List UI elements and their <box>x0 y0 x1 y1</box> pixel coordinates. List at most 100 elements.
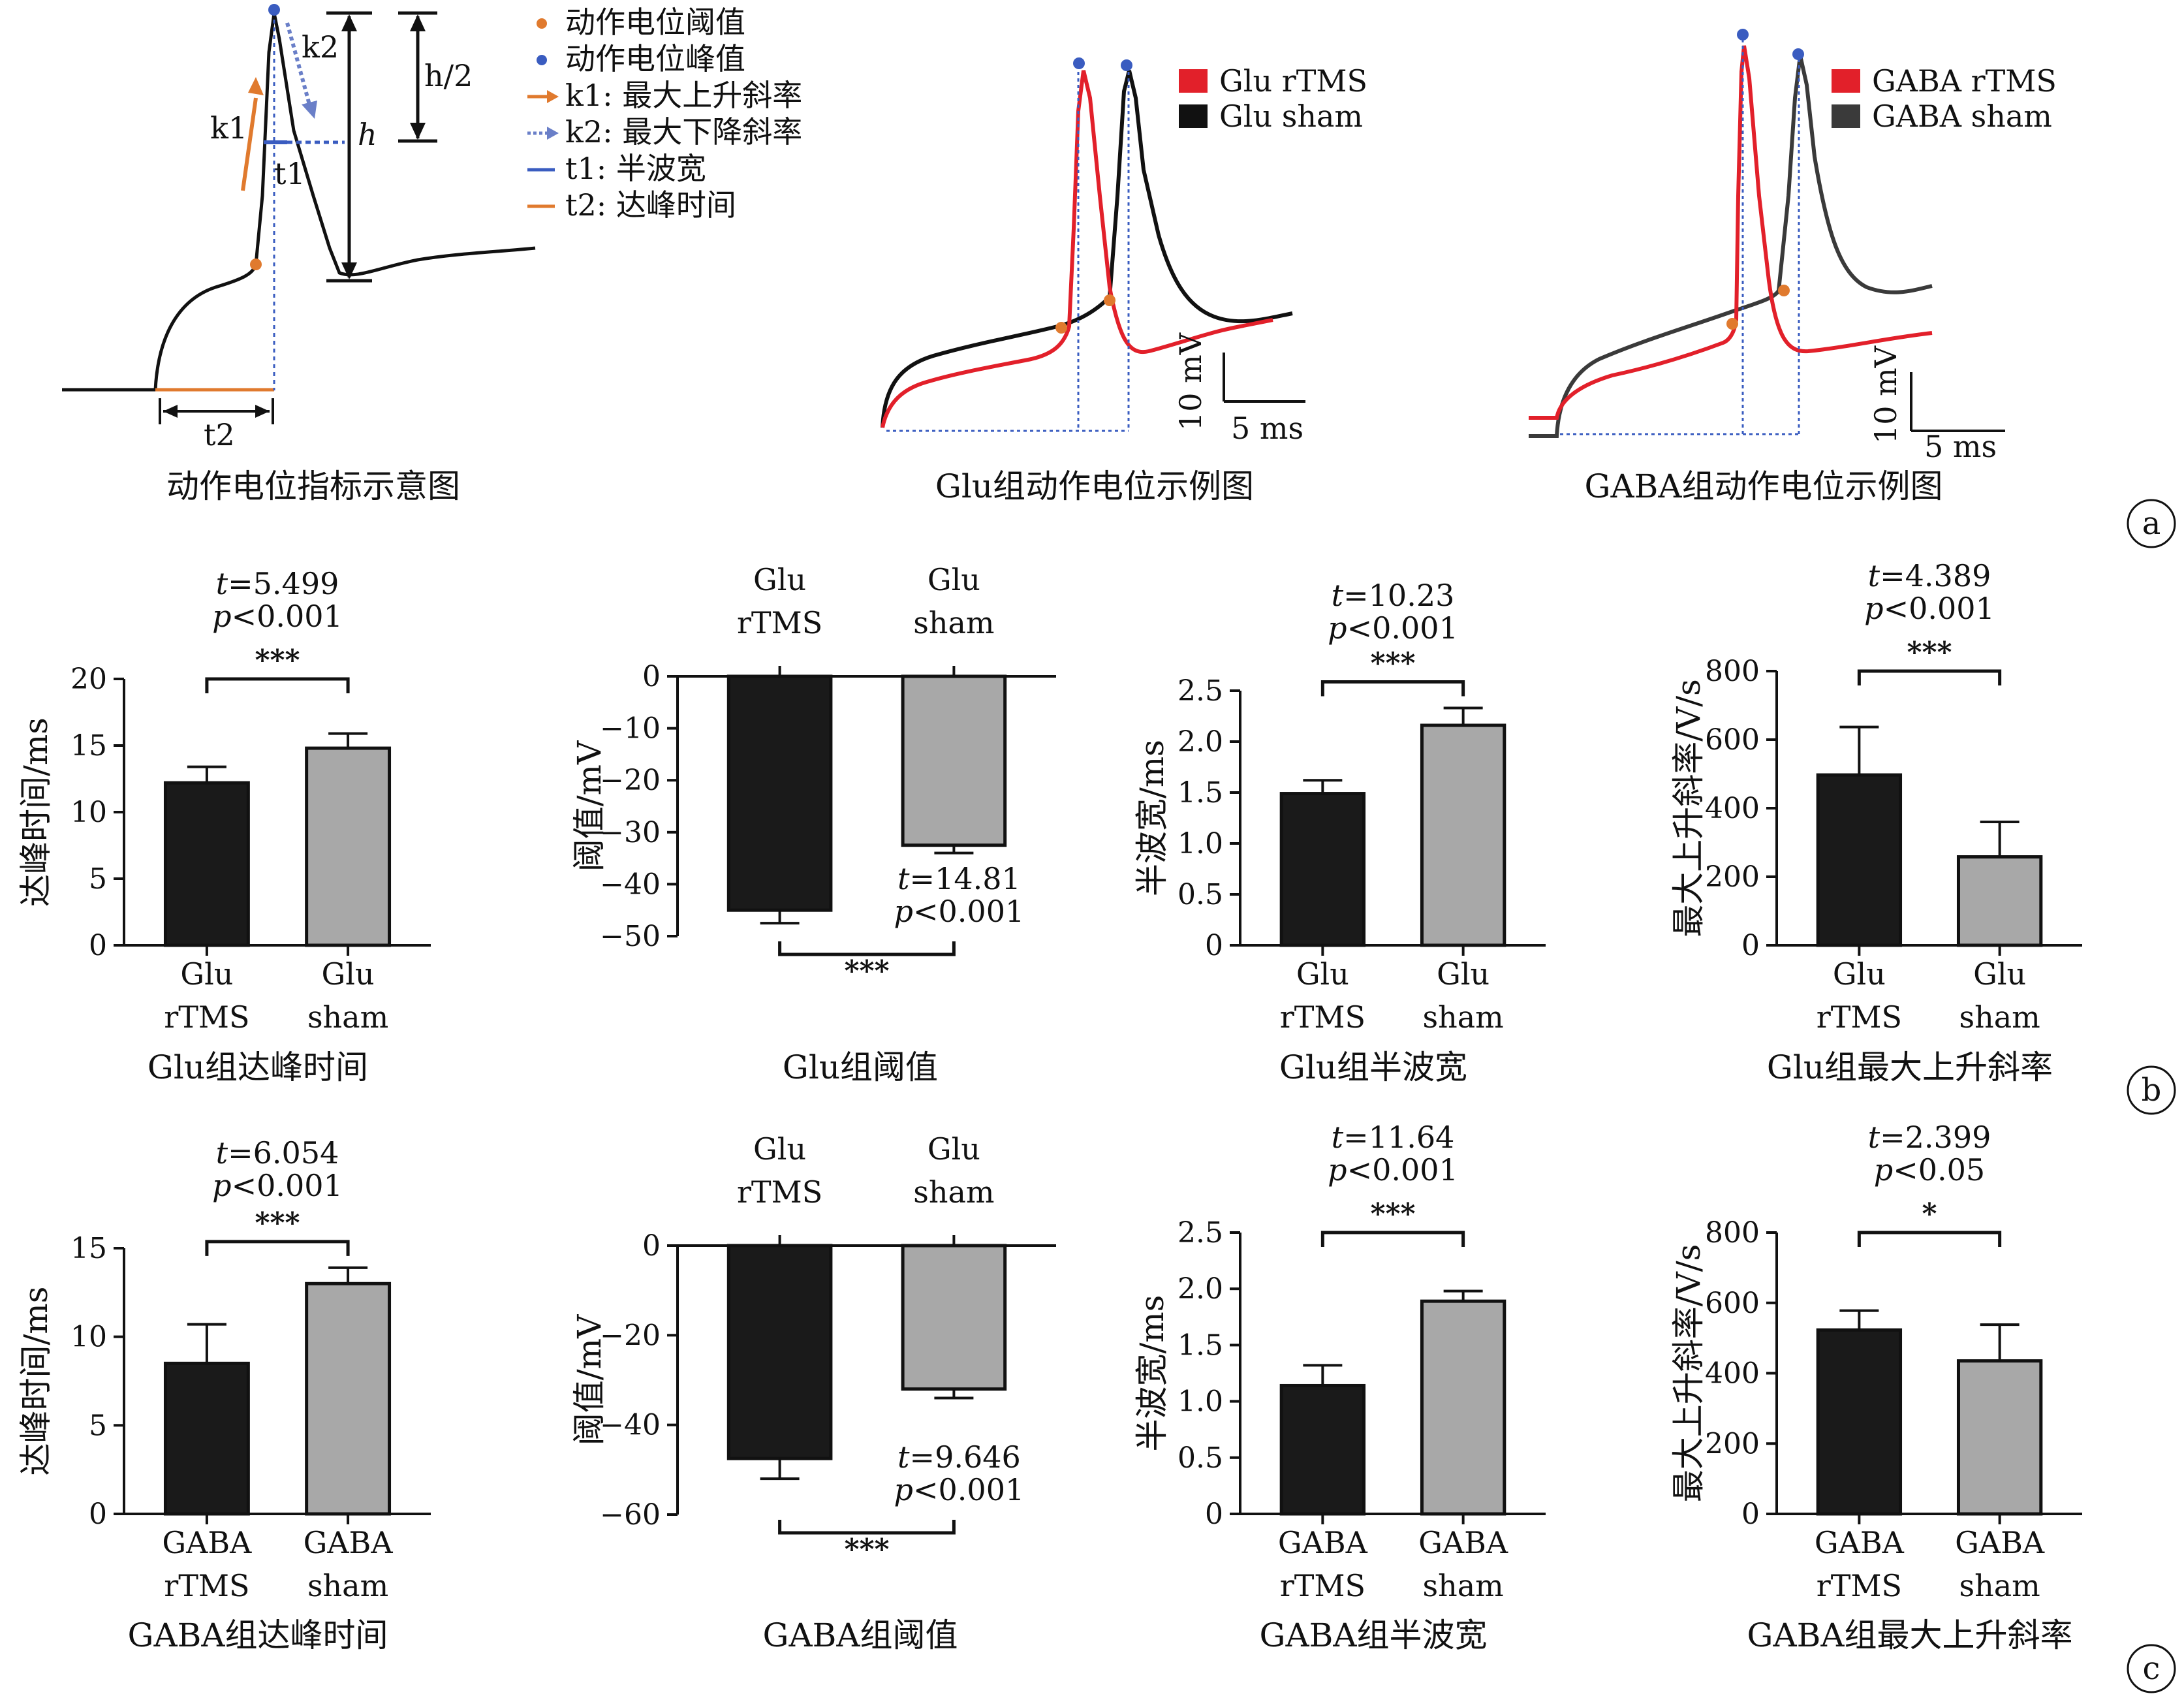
panel-label-b-text: b <box>2142 1072 2162 1108</box>
bar-gaba-sham <box>305 1281 392 1516</box>
significance-label: *** <box>1907 636 1952 669</box>
stat-text: t=6.054 <box>216 1135 339 1171</box>
trace-legend-item: Glu sham <box>1179 99 1363 134</box>
trace-legend-text: GABA rTMS <box>1872 63 2057 99</box>
gaba-rtms-peak-dot <box>1737 29 1749 40</box>
y-tick-label: 15 <box>70 729 107 763</box>
schematic-legend-text: t2: 达峰时间 <box>565 187 736 223</box>
bar-glu-sham <box>305 746 392 947</box>
y-tick-label: 0.5 <box>1178 1441 1223 1475</box>
category-label: sham <box>913 1174 994 1210</box>
category-label: Glu <box>928 1131 980 1167</box>
h-half-label: h/2 <box>424 58 473 93</box>
significance-label: *** <box>255 1206 300 1240</box>
y-tick-label: 0 <box>89 929 107 962</box>
y-tick-label: 2.5 <box>1178 1216 1223 1250</box>
stat-text: p<0.001 <box>894 894 1025 929</box>
chart-caption: Glu组达峰时间 <box>148 1048 368 1086</box>
t2-width-marker <box>159 398 274 424</box>
y-tick-label: 0 <box>1205 1498 1223 1531</box>
schematic-peak-dot <box>268 4 280 16</box>
category-label: Glu <box>753 1131 806 1167</box>
trace-legend-item: GABA sham <box>1832 99 2052 134</box>
category-label: GABA <box>1955 1525 2045 1560</box>
category-label: GABA <box>1815 1525 1905 1560</box>
glu-rtms-peak-dot <box>1073 57 1085 69</box>
y-tick-label: 400 <box>1705 1357 1760 1391</box>
category-label: sham <box>307 1568 388 1603</box>
bar-gaba-rtms <box>163 1361 250 1516</box>
significance-bracket <box>1857 669 2002 685</box>
trace-legend-text: GABA sham <box>1872 99 2052 134</box>
category-label: Glu <box>322 956 375 992</box>
legend-dotted-arrow-icon <box>547 127 559 140</box>
schematic-legend-item: k1: 最大上升斜率 <box>527 78 802 113</box>
significance-label: *** <box>1370 1197 1415 1231</box>
bar-glu-rtms <box>163 781 250 947</box>
y-tick-label: −10 <box>600 712 661 746</box>
y-tick-label: 2.0 <box>1178 1272 1223 1306</box>
chart-caption: GABA组半波宽 <box>1260 1616 1488 1654</box>
y-tick-label: 5 <box>89 862 107 896</box>
legend-swatch <box>1179 69 1208 93</box>
category-label: sham <box>1422 999 1503 1035</box>
panel-label-c-text: c <box>2143 1650 2161 1687</box>
significance-bracket <box>205 677 350 693</box>
h-half-marker <box>398 11 437 143</box>
stat-text: p<0.05 <box>1874 1152 1985 1187</box>
y-tick-label: 0 <box>1205 929 1223 962</box>
gaba-scale-bar <box>1910 372 2005 432</box>
stat-text: p<0.001 <box>1328 610 1458 646</box>
y-tick-label: 0 <box>89 1498 107 1531</box>
legend-arrow-icon <box>547 90 559 103</box>
gaba-scale-voltage: 10 mV <box>1868 345 1903 444</box>
y-tick-label: 600 <box>1705 1287 1760 1320</box>
schematic-trace <box>62 12 536 392</box>
schematic-legend-text: 动作电位阈值 <box>565 5 745 40</box>
y-axis-label: 最大上升斜率/V/s <box>1670 679 1708 937</box>
trace-legend-text: Glu rTMS <box>1219 63 1367 99</box>
chart-caption: Glu组最大上升斜率 <box>1767 1048 2053 1086</box>
significance-bracket <box>205 1240 350 1256</box>
k2-arrow-icon <box>285 22 317 119</box>
y-tick-label: 800 <box>1705 655 1760 688</box>
gaba-rtms-threshold-dot <box>1726 318 1738 330</box>
y-tick-label: 0 <box>1741 1498 1760 1531</box>
chart-caption: GABA组最大上升斜率 <box>1747 1616 2073 1654</box>
y-tick-label: −20 <box>600 764 661 797</box>
y-tick-label: 0.5 <box>1178 878 1223 911</box>
gaba-sham-peak-dot <box>1792 48 1804 60</box>
schematic-threshold-dot <box>250 259 262 270</box>
y-tick-label: −40 <box>600 1409 661 1442</box>
y-tick-label: 15 <box>70 1232 107 1265</box>
h-height-marker <box>326 11 372 283</box>
bar-gaba-rtms <box>1279 1383 1366 1516</box>
glu-sham-peak-dot <box>1121 59 1132 71</box>
schematic-legend-text: 动作电位峰值 <box>565 41 745 76</box>
y-tick-label: 1.5 <box>1178 776 1223 810</box>
stat-text: p<0.001 <box>894 1472 1025 1507</box>
schematic-caption: 动作电位指标示意图 <box>166 467 460 505</box>
chart-caption: Glu组阈值 <box>783 1048 938 1086</box>
category-label: sham <box>913 605 994 640</box>
schematic-legend-text: t1: 半波宽 <box>565 151 706 186</box>
significance-label: *** <box>844 954 889 988</box>
k1-arrow-icon <box>241 77 264 191</box>
y-tick-label: 20 <box>70 663 107 696</box>
schematic-legend-text: k2: 最大下降斜率 <box>565 114 802 149</box>
category-label: Glu <box>1296 956 1349 992</box>
y-axis-label: 达峰时间/ms <box>17 1287 55 1476</box>
y-tick-label: 1.5 <box>1178 1329 1223 1362</box>
legend-dot-icon <box>537 18 547 29</box>
bar-glu-rtms <box>726 1244 833 1460</box>
glu-sham-trace <box>881 70 1293 428</box>
schematic-legend-item: 动作电位阈值 <box>537 5 745 40</box>
schematic-legend-item: t2: 达峰时间 <box>527 187 736 223</box>
category-label: rTMS <box>1280 999 1365 1035</box>
y-tick-label: −50 <box>600 920 661 953</box>
legend-swatch <box>1832 104 1860 128</box>
stat-text: t=4.389 <box>1868 558 1991 593</box>
significance-label: *** <box>1370 647 1415 680</box>
